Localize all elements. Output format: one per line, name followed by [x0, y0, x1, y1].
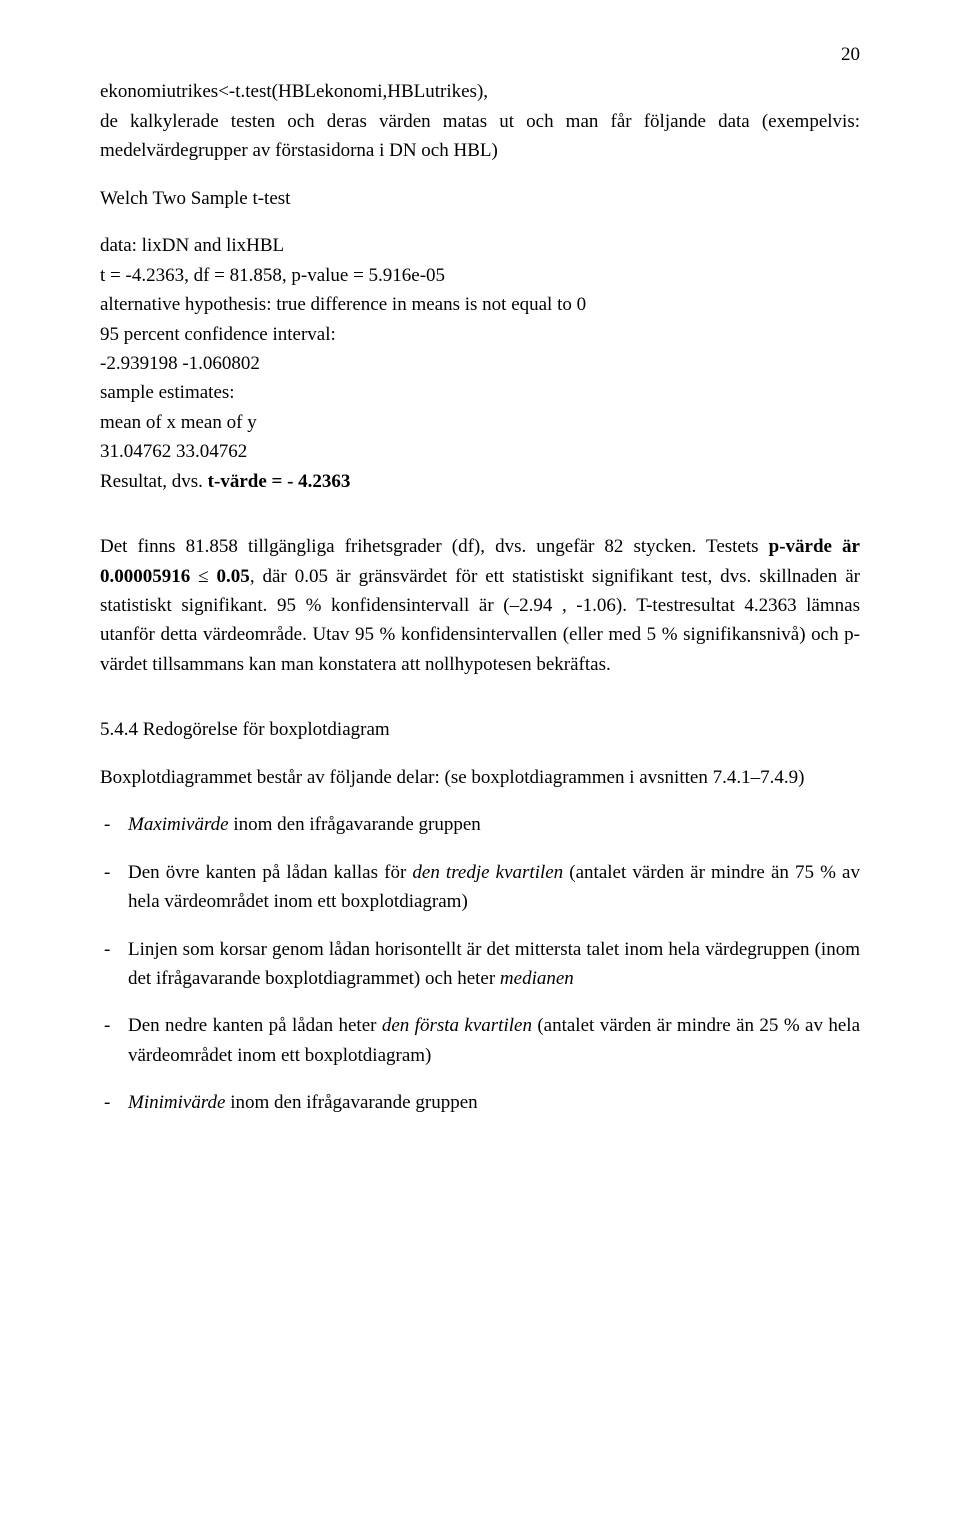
- code-means-label: mean of x mean of y: [100, 408, 860, 437]
- page: 20 ekonomiutrikes<-t.test(HBLekonomi,HBL…: [0, 0, 960, 1196]
- bullet-q3-a: Den övre kanten på lådan kallas för: [128, 862, 412, 883]
- interp-t1: Det finns 81.858 tillgängliga frihetsgra…: [100, 536, 769, 557]
- bullet-min-rest: inom den ifrågavarande gruppen: [225, 1092, 477, 1113]
- bullet-q1: Den nedre kanten på lådan heter den förs…: [100, 1011, 860, 1070]
- result-prefix: Resultat, dvs.: [100, 471, 208, 492]
- boxplot-intro: Boxplotdiagrammet består av följande del…: [100, 763, 860, 792]
- code-means-values: 31.04762 33.04762: [100, 437, 860, 466]
- code-result: Resultat, dvs. t-värde = - 4.2363: [100, 467, 860, 496]
- bullet-q1-term: den första kvartilen: [382, 1015, 532, 1036]
- bullet-median-term: medianen: [500, 968, 574, 989]
- bullet-max: Maximivärde inom den ifrågavarande grupp…: [100, 810, 860, 839]
- bullet-q3: Den övre kanten på lådan kallas för den …: [100, 858, 860, 917]
- bullet-q1-a: Den nedre kanten på lådan heter: [128, 1015, 382, 1036]
- bullet-q3-term: den tredje kvartilen: [412, 862, 563, 883]
- result-tvalue: t-värde = - 4.2363: [208, 471, 351, 492]
- bullet-min-term: Minimivärde: [128, 1092, 225, 1113]
- code-alth: alternative hypothesis: true difference …: [100, 290, 860, 319]
- code-data: data: lixDN and lixHBL: [100, 231, 860, 260]
- code-line-call: ekonomiutrikes<-t.test(HBLekonomi,HBLutr…: [100, 77, 860, 106]
- code-tstat: t = -4.2363, df = 81.858, p-value = 5.91…: [100, 261, 860, 290]
- bullet-max-rest: inom den ifrågavarande gruppen: [229, 814, 481, 835]
- code-ci-values: -2.939198 -1.060802: [100, 349, 860, 378]
- code-desc: de kalkylerade testen och deras värden m…: [100, 107, 860, 166]
- bullet-min: Minimivärde inom den ifrågavarande grupp…: [100, 1088, 860, 1117]
- code-welch: Welch Two Sample t-test: [100, 184, 860, 213]
- interp-t4: 0.05: [209, 566, 250, 587]
- bullet-max-term: Maximivärde: [128, 814, 229, 835]
- bullet-median-a: Linjen som korsar genom lådan horisontel…: [128, 939, 860, 989]
- code-sample-est: sample estimates:: [100, 378, 860, 407]
- page-number: 20: [100, 40, 860, 69]
- interpretation-paragraph: Det finns 81.858 tillgängliga frihetsgra…: [100, 532, 860, 679]
- section-heading: 5.4.4 Redogörelse för boxplotdiagram: [100, 715, 860, 744]
- bullet-list: Maximivärde inom den ifrågavarande grupp…: [100, 810, 860, 1118]
- bullet-median: Linjen som korsar genom lådan horisontel…: [100, 935, 860, 994]
- code-ci-label: 95 percent confidence interval:: [100, 320, 860, 349]
- leq-glyph: ≤: [198, 566, 208, 587]
